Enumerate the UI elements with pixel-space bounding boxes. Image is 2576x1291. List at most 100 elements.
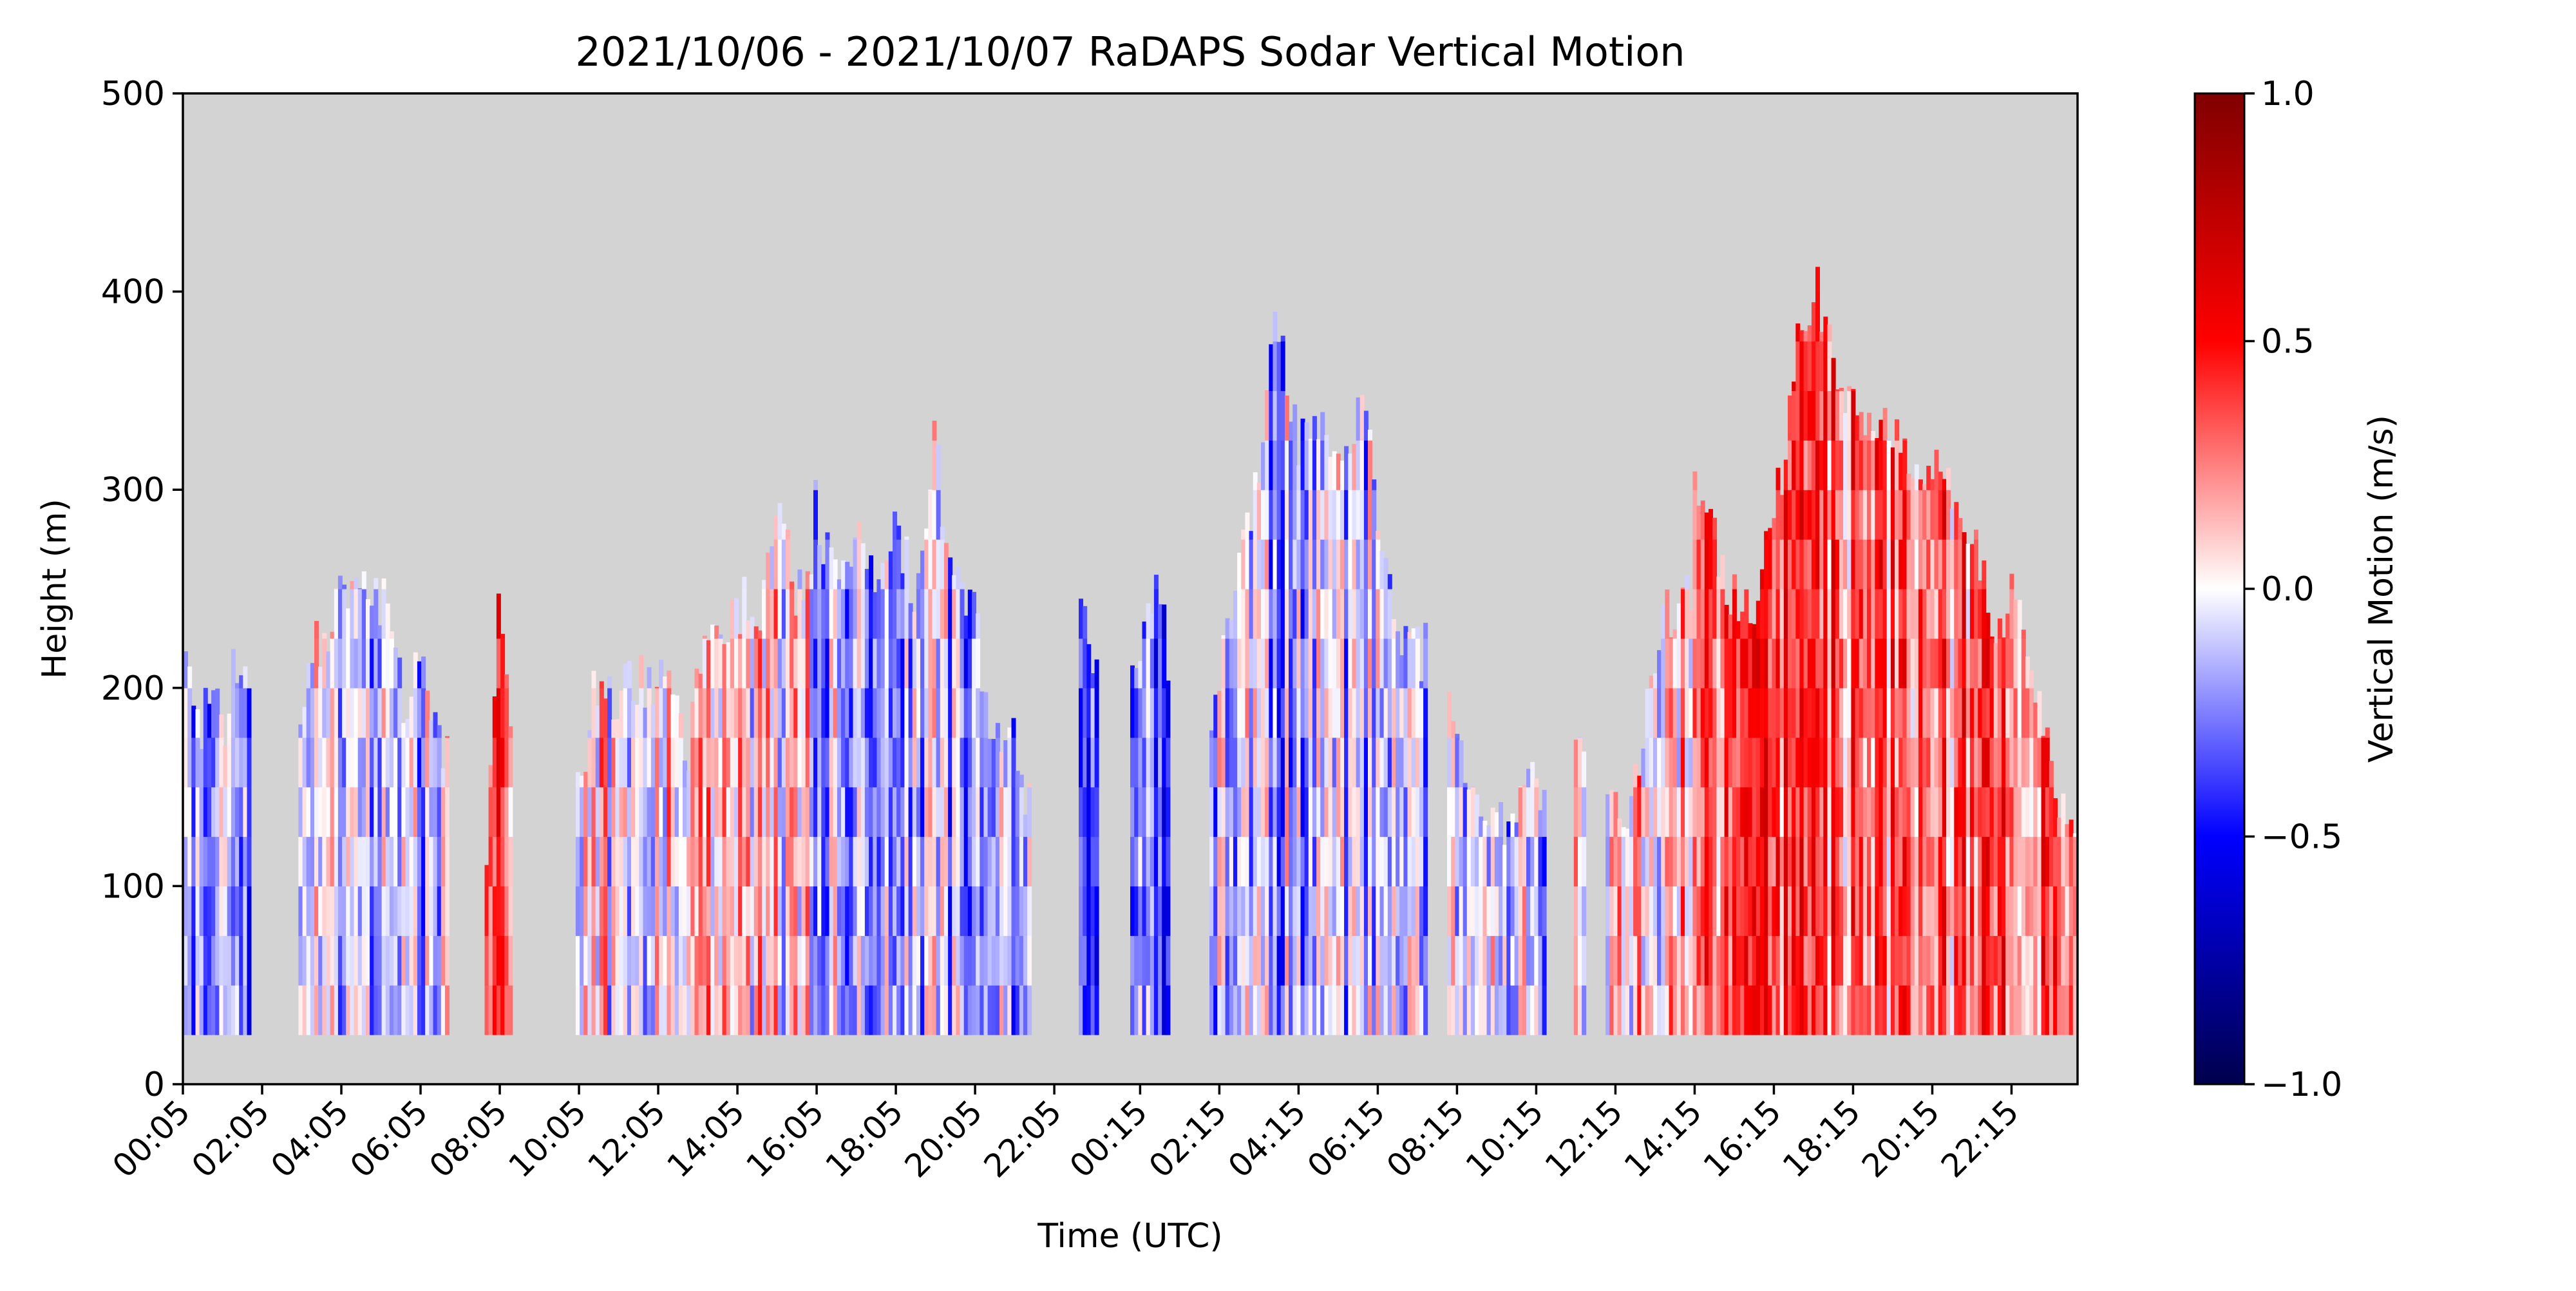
heat-cell [1851,638,1856,689]
heat-cell [853,886,858,936]
heat-cell [880,737,886,788]
heat-cell [207,886,212,936]
heat-cell [389,985,394,1035]
heat-cell [302,737,307,788]
heat-cell [1985,886,1991,936]
heat-cell [1150,836,1155,886]
heat-cell [1938,886,1943,936]
heat-cell [1680,588,1685,589]
heat-cell [1023,985,1028,1035]
heat-cell [1803,440,1808,490]
heat-cell [591,687,596,738]
heat-cell [1316,737,1321,788]
heat-cell [952,638,957,689]
heat-cell [1689,787,1694,837]
heat-cell [1716,985,1721,1035]
heat-cell [1320,935,1325,986]
heat-cell [405,886,410,936]
heat-cell [1344,490,1349,540]
heat-cell [1890,490,1895,540]
heat-cell [1376,985,1381,1035]
x-axis: 00:0502:0504:0506:0508:0510:0512:0514:05… [106,1084,2026,1185]
heat-cell [631,886,636,936]
heat-cell [687,770,692,788]
heat-cell [366,935,370,986]
heat-cell [1902,490,1908,540]
heat-cell [1982,985,1987,1035]
heat-cell [1982,687,1987,738]
heat-cell [1895,589,1899,639]
heat-cell [833,787,838,837]
heat-cell [1851,490,1856,540]
heat-cell [405,737,410,788]
heat-cell [1475,886,1480,936]
heat-cell [1759,687,1765,738]
heat-cell [1011,886,1016,936]
heat-cell [1689,886,1694,936]
heat-cell [1142,886,1147,936]
heat-cell [2025,886,2030,936]
heat-cell [1969,737,1975,788]
heat-cell [1831,787,1836,837]
heat-cell [1502,935,1508,986]
heat-cell [1411,985,1416,1035]
heat-cell [1847,985,1852,1035]
heat-cell [1376,737,1381,788]
heat-cell [1720,836,1725,886]
heat-cell [219,935,224,986]
heat-cell [1229,787,1234,837]
heat-cell [1803,390,1808,441]
heat-cell [1811,787,1816,837]
heat-cell [354,577,359,589]
heat-cell [1795,787,1801,837]
heat-cell [1669,985,1674,1035]
heat-cell [1217,985,1222,1035]
heat-cell [1890,447,1895,490]
heat-cell [809,985,814,1035]
heat-cell [1649,985,1654,1035]
heat-cell [805,985,810,1035]
heat-cell [1376,531,1381,540]
heat-cell [492,935,497,986]
heat-cell [1363,440,1368,490]
heat-cell [785,529,790,540]
heat-cell [1399,687,1405,738]
heat-cell [207,703,212,738]
heat-cell [972,638,976,689]
heat-cell [1736,687,1741,738]
heat-cell [1807,440,1812,490]
heat-cell [714,687,719,738]
heat-cell [948,935,953,986]
heat-cell [1403,687,1408,738]
heat-cell [1954,638,1959,689]
heat-cell [948,836,953,886]
heat-cell [1918,589,1923,639]
heat-cell [1641,886,1646,936]
heat-cell [631,985,636,1035]
heat-cell [2072,836,2078,886]
heat-cell [1752,836,1757,886]
heat-cell [1974,530,1978,540]
heat-cell [1886,985,1891,1035]
heat-cell [1950,638,1955,689]
heat-cell [801,836,806,886]
heat-cell [650,787,656,837]
heat-cell [1134,737,1139,788]
heat-cell [1359,687,1365,738]
heat-cell [1906,737,1911,788]
heat-cell [1138,661,1143,689]
heat-cell [1015,836,1020,886]
heat-cell [1962,589,1967,639]
heat-cell [1376,638,1381,689]
heat-cell [948,886,953,936]
heat-cell [1839,539,1844,589]
heat-cell [195,935,200,986]
heat-cell [1886,490,1891,540]
heat-cell [1882,408,1888,441]
heat-cell [932,886,937,936]
heat-cell [710,687,715,738]
heat-cell [876,935,882,986]
heat-cell [1728,935,1733,986]
heat-cell [1930,589,1935,639]
heat-cell [714,985,719,1035]
